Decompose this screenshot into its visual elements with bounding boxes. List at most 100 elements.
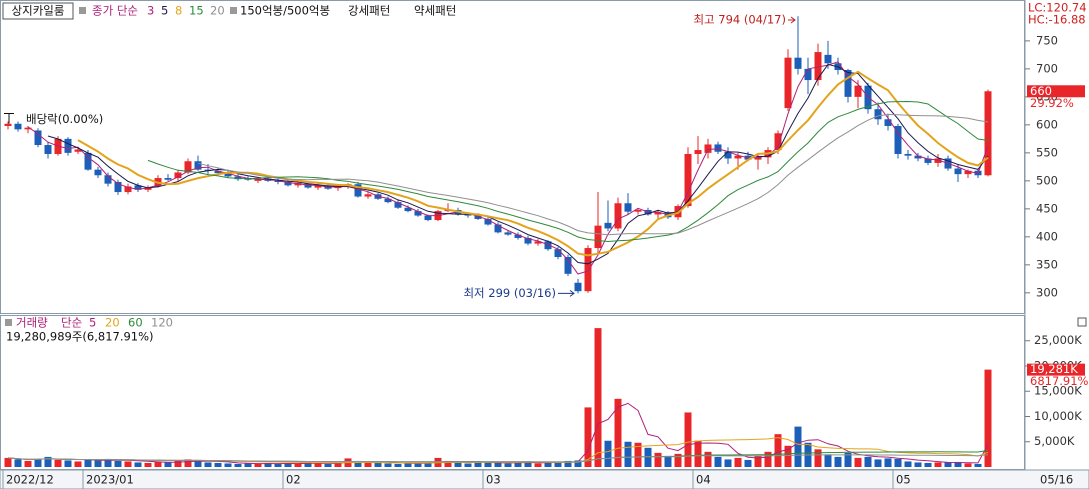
volume-bar bbox=[204, 462, 212, 467]
moving-average bbox=[147, 100, 989, 243]
volume-bar bbox=[414, 463, 422, 467]
candle-body bbox=[354, 184, 362, 197]
candle-body bbox=[704, 144, 712, 153]
candle-body bbox=[554, 249, 562, 258]
volume-bar bbox=[904, 461, 912, 467]
volume-bar bbox=[24, 460, 32, 467]
candle-body bbox=[274, 180, 282, 182]
candle-body bbox=[594, 225, 602, 249]
volume-bar bbox=[134, 462, 142, 467]
last-volume-box bbox=[1027, 363, 1085, 376]
candle-body bbox=[414, 211, 422, 216]
chart-title: 상지카일룸 bbox=[12, 4, 65, 18]
candle-body bbox=[234, 176, 242, 180]
volume-bar bbox=[484, 461, 492, 467]
candle-body bbox=[884, 119, 892, 126]
candle-body bbox=[724, 151, 732, 159]
volume-bar bbox=[824, 454, 832, 467]
volume-bar bbox=[554, 461, 562, 467]
volume-bar bbox=[84, 459, 92, 467]
y-tick-label: 10,000K bbox=[1034, 409, 1082, 423]
volume-bar bbox=[324, 463, 332, 467]
candle-body bbox=[504, 232, 512, 235]
price-panel bbox=[0, 0, 1025, 314]
x-tick-label: 2023/01 bbox=[86, 473, 134, 487]
panel-button[interactable] bbox=[1077, 317, 1087, 327]
volume-bar bbox=[544, 462, 552, 467]
volume-bar bbox=[564, 460, 572, 467]
ma-period: 8 bbox=[175, 4, 182, 18]
candle-body bbox=[24, 127, 32, 130]
candle-body bbox=[794, 57, 802, 69]
last-volume-pct: 6817.91% bbox=[1030, 374, 1089, 388]
candle-body bbox=[784, 57, 792, 109]
volume-bar bbox=[124, 461, 132, 467]
y-tick-label: 5,000K bbox=[1034, 434, 1075, 448]
candle-body bbox=[774, 133, 782, 151]
overlay-label: 150억봉/500억봉 bbox=[240, 4, 330, 18]
last-price-box bbox=[1027, 85, 1085, 98]
annotation: 최저 299 (03/16) bbox=[463, 286, 556, 300]
volume-bar bbox=[74, 461, 82, 467]
volume-bar bbox=[624, 441, 632, 467]
volume-bar bbox=[914, 462, 922, 467]
y-tick-label: 15,000K bbox=[1034, 384, 1082, 398]
candle-body bbox=[194, 161, 202, 170]
candle-body bbox=[904, 153, 912, 156]
volume-bar bbox=[524, 461, 532, 467]
volume-bar bbox=[44, 456, 52, 467]
candle-body bbox=[734, 155, 742, 159]
volume-ma-period: 5 bbox=[89, 316, 96, 330]
candle-body bbox=[424, 215, 432, 221]
volume-bar bbox=[504, 463, 512, 467]
dividend-marker bbox=[4, 113, 14, 124]
volume-bar bbox=[394, 463, 402, 467]
volume-ma-period: 60 bbox=[128, 316, 143, 330]
volume-bar bbox=[704, 451, 712, 467]
moving-average bbox=[197, 113, 989, 236]
date-bar bbox=[0, 469, 1089, 489]
candle-body bbox=[624, 203, 632, 212]
candle-body bbox=[924, 158, 932, 163]
volume-bar bbox=[234, 463, 242, 467]
candle-body bbox=[654, 212, 662, 215]
volume-bar bbox=[194, 461, 202, 467]
ma-period: 20 bbox=[210, 4, 225, 18]
candle-body bbox=[104, 175, 112, 184]
volume-bar bbox=[894, 458, 902, 467]
candle-body bbox=[404, 207, 412, 212]
volume-bar bbox=[404, 462, 412, 467]
y-tick-label: 400 bbox=[1036, 229, 1058, 243]
legend-icon bbox=[79, 7, 86, 14]
volume-bar bbox=[924, 462, 932, 467]
annotation: 최고 794 (04/17) bbox=[693, 13, 786, 27]
legend-icon bbox=[230, 7, 237, 14]
last-volume: 19,281K bbox=[1030, 362, 1078, 376]
candle-body bbox=[914, 155, 922, 159]
volume-moving-average bbox=[7, 454, 989, 463]
candle-body bbox=[64, 138, 72, 153]
candle-body bbox=[384, 198, 392, 203]
candle-body bbox=[604, 222, 612, 229]
volume-bar bbox=[154, 461, 162, 467]
candle-body bbox=[44, 145, 52, 154]
candle-body bbox=[114, 181, 122, 193]
volume-ma-label: 단순 bbox=[61, 316, 82, 330]
x-tick-label: 03 bbox=[486, 473, 501, 487]
candle-body bbox=[484, 218, 492, 225]
volume-bar bbox=[794, 426, 802, 467]
candle-body bbox=[94, 169, 102, 176]
volume-bar bbox=[174, 460, 182, 467]
candle-body bbox=[4, 123, 12, 126]
volume-bar bbox=[14, 459, 22, 467]
volume-bar bbox=[584, 407, 592, 467]
volume-bar bbox=[64, 460, 72, 467]
volume-bar bbox=[264, 462, 272, 467]
right-label: HC:-16.88 bbox=[1028, 13, 1086, 27]
volume-bar bbox=[984, 369, 992, 467]
right-label: LC:120.74 bbox=[1028, 1, 1087, 15]
volume-bar bbox=[644, 447, 652, 467]
overlay-label: 약세패턴 bbox=[414, 4, 456, 18]
candle-body bbox=[224, 173, 232, 177]
volume-bar bbox=[424, 462, 432, 467]
